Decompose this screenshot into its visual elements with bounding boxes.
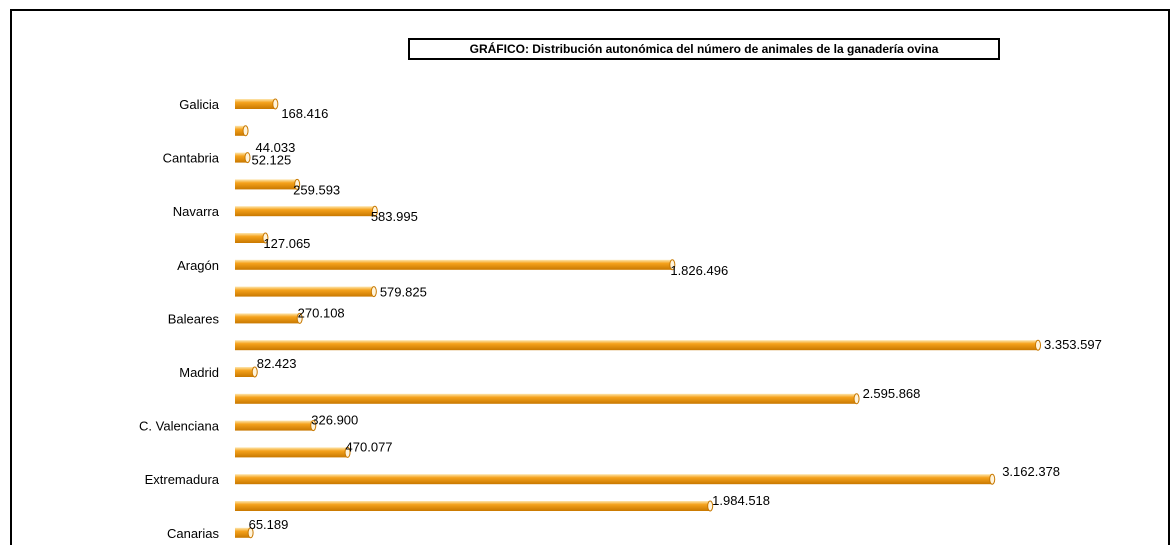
bar-body	[235, 420, 314, 431]
bar-cap	[371, 205, 378, 217]
bar-cap	[310, 420, 317, 432]
bar-cap	[344, 446, 351, 458]
value-label: 2.595.868	[863, 386, 921, 401]
bar	[235, 259, 676, 271]
value-label: 583.995	[371, 209, 418, 224]
category-label: Baleares	[168, 311, 220, 326]
bar-body	[235, 99, 276, 109]
bar-body	[235, 367, 255, 377]
bar	[235, 286, 377, 298]
bar-body	[235, 340, 1038, 351]
bar-body	[235, 474, 993, 485]
bar-body	[235, 447, 348, 458]
value-label: 3.353.597	[1044, 337, 1102, 352]
bar-body	[235, 259, 673, 270]
chart-title: GRÁFICO: Distribución autonómica del núm…	[408, 38, 1000, 60]
bar-cap	[853, 393, 860, 405]
category-label: Cantabria	[163, 151, 220, 166]
bar-cap	[242, 125, 249, 137]
value-label: 168.416	[281, 106, 328, 121]
bar	[235, 446, 351, 458]
value-label: 82.423	[257, 356, 297, 371]
bar	[235, 339, 1041, 351]
value-label: 470.077	[346, 439, 393, 454]
value-label: 1.826.496	[670, 263, 728, 278]
category-labels: Galicia Cantabria Navarra Aragón Baleares Mad…	[139, 97, 220, 541]
bar	[235, 500, 714, 512]
value-label: 127.065	[263, 236, 310, 251]
bar-cap	[251, 366, 258, 378]
category-label: Canarias	[167, 526, 220, 541]
value-label: 579.825	[380, 285, 427, 300]
bar	[235, 473, 996, 485]
bar-cap	[1035, 339, 1041, 351]
bar	[235, 527, 254, 539]
bar	[235, 125, 249, 137]
bar-body	[235, 393, 857, 404]
category-label: Navarra	[173, 204, 220, 219]
bar	[235, 98, 279, 110]
bar	[235, 232, 269, 244]
bar	[235, 420, 317, 432]
bar-cap	[294, 178, 301, 190]
chart-frame	[10, 9, 1170, 545]
bar-body	[235, 501, 711, 511]
bar-cap	[707, 500, 714, 512]
bar	[235, 152, 251, 164]
bar-body	[235, 152, 248, 163]
category-label: Madrid	[179, 365, 219, 380]
bar-cap	[989, 473, 996, 485]
bar	[235, 178, 301, 190]
value-label: 259.593	[293, 182, 340, 197]
category-label: Galicia	[179, 97, 220, 112]
value-label: 52.125	[251, 153, 291, 168]
value-label: 3.162.378	[1002, 464, 1060, 479]
bars-group	[235, 98, 1041, 539]
bar	[235, 393, 860, 405]
bar-body	[235, 286, 374, 297]
bar-body	[235, 179, 298, 190]
bar-body	[235, 233, 266, 243]
value-label: 65.189	[249, 517, 289, 532]
category-label: Aragón	[177, 258, 219, 273]
bar-cap	[272, 98, 279, 110]
category-label: Extremadura	[145, 472, 220, 487]
bar-body	[235, 206, 375, 217]
bar-cap	[669, 259, 676, 271]
value-label: 1.984.518	[712, 493, 770, 508]
bar-cap	[296, 312, 303, 324]
bar	[235, 205, 378, 217]
category-label: C. Valenciana	[139, 419, 220, 434]
value-label: 44.033	[256, 140, 296, 155]
bar	[235, 366, 258, 378]
bar-cap	[370, 286, 377, 298]
value-label: 326.900	[311, 413, 358, 428]
bar-body	[235, 125, 246, 136]
value-label: 270.108	[298, 305, 345, 320]
bar-cap	[244, 152, 251, 164]
bar-body	[235, 527, 251, 538]
bar	[235, 312, 303, 324]
bar-body	[235, 313, 300, 324]
bar-cap	[262, 232, 269, 244]
bar-cap	[247, 527, 254, 539]
